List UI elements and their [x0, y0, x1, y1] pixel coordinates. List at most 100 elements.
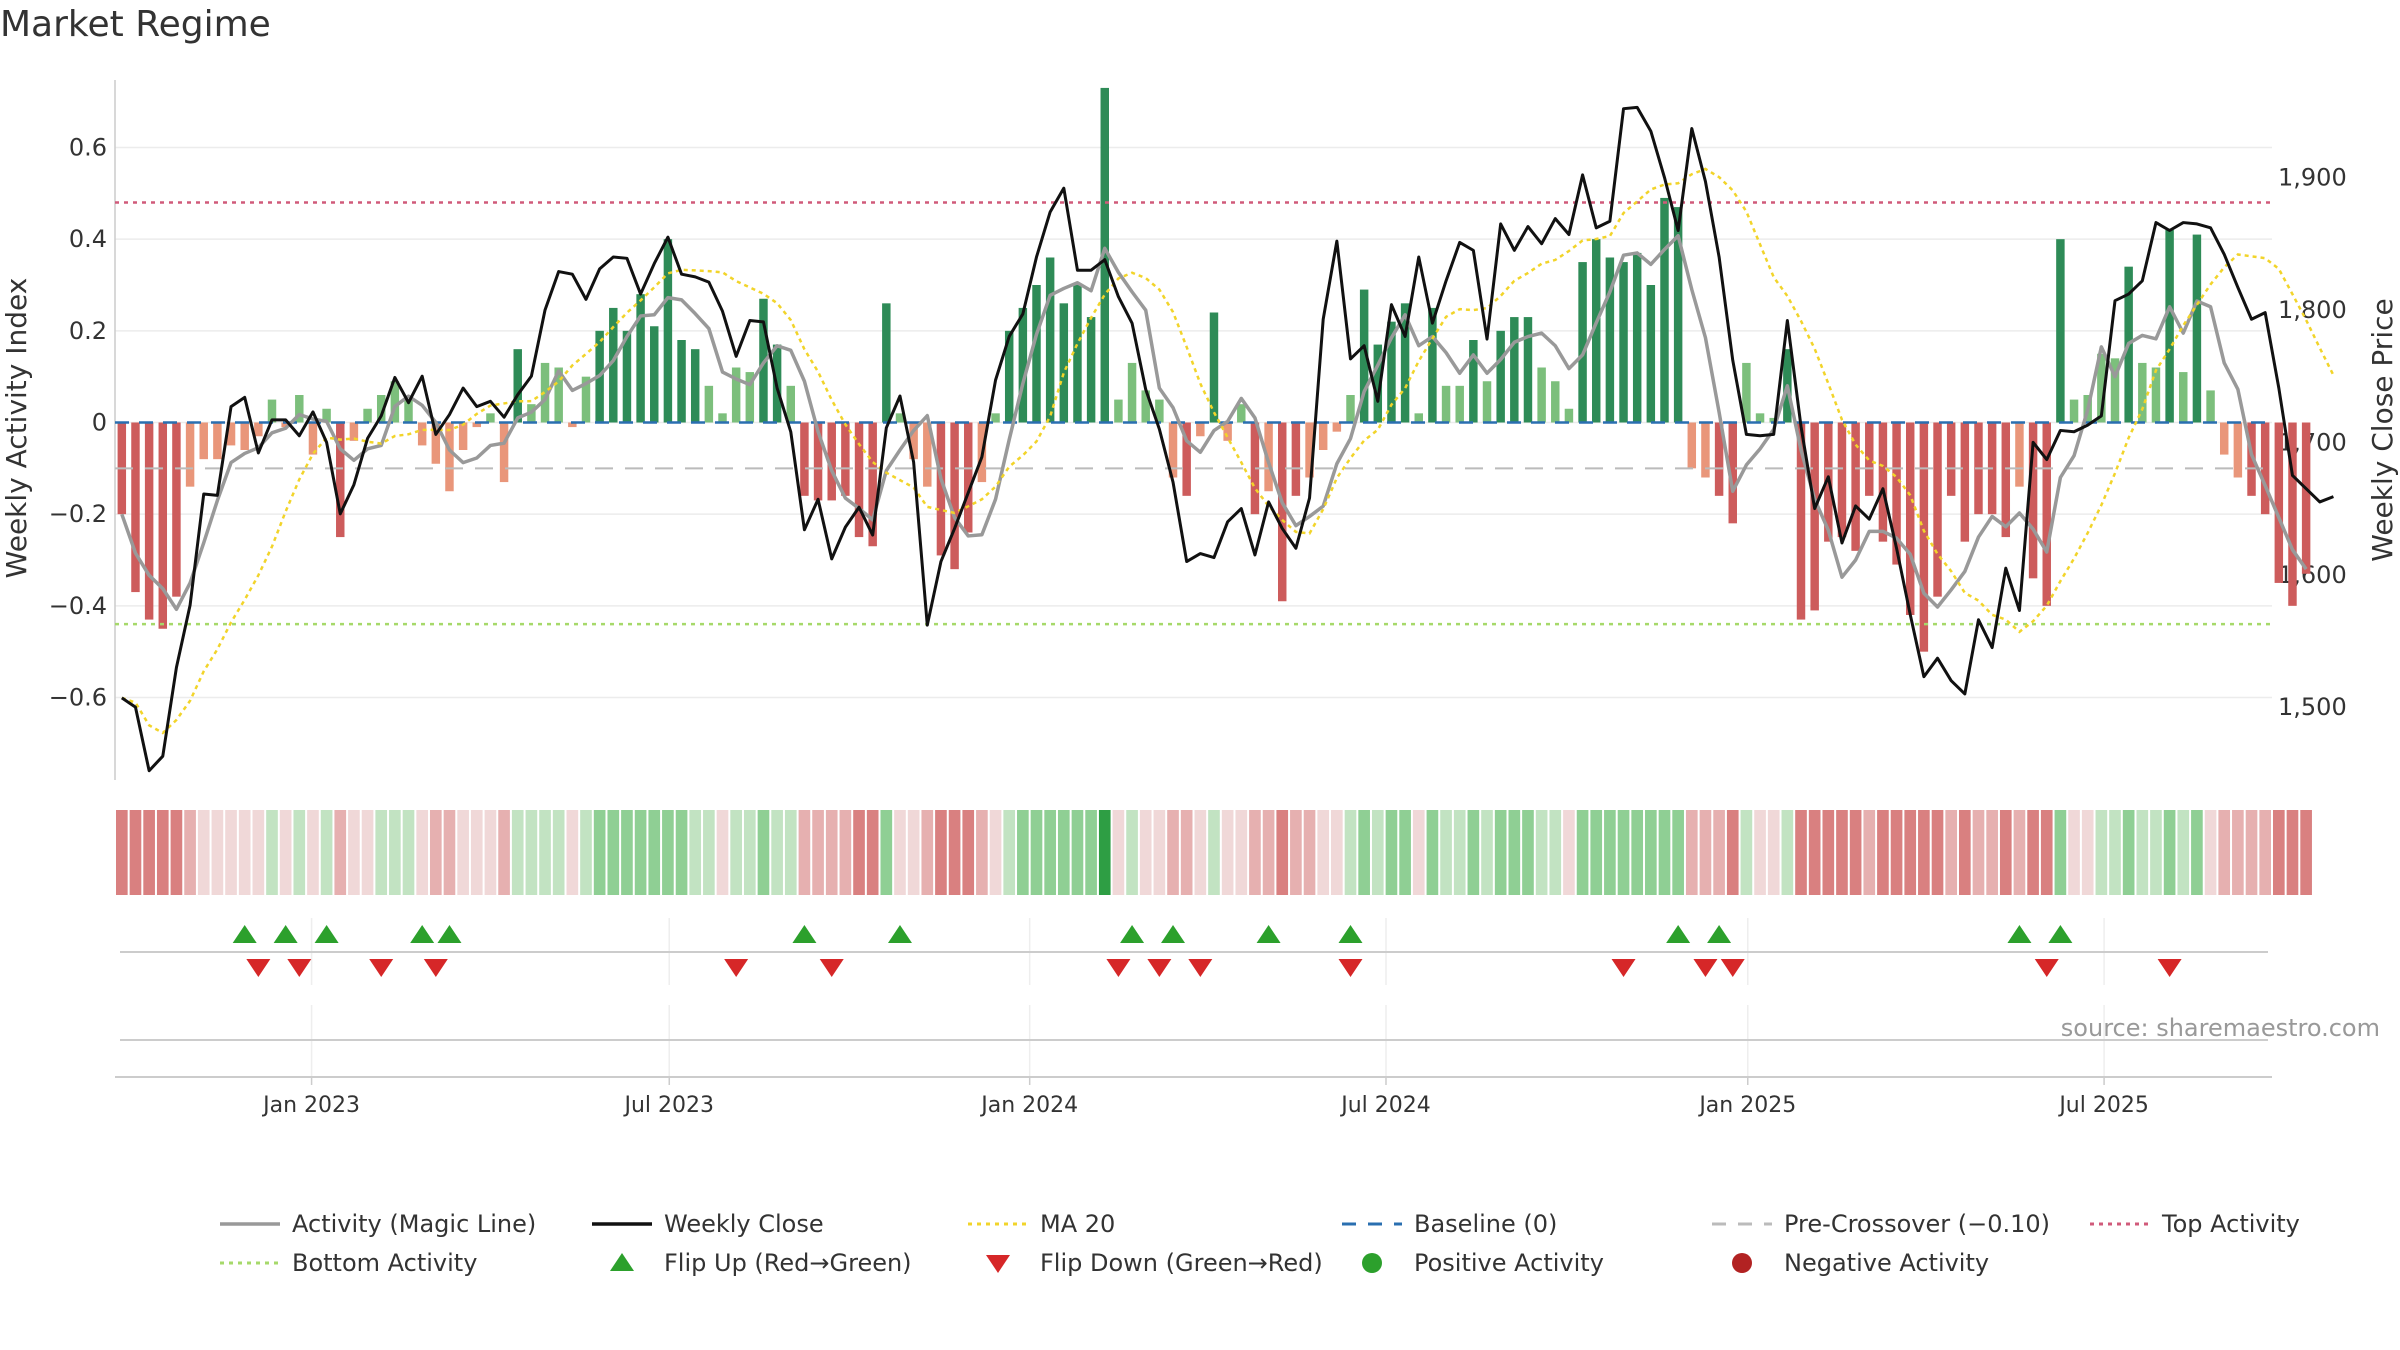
regime-strip-cell [2232, 810, 2244, 895]
regime-strip-cell [621, 810, 633, 895]
regime-strip-cell [1904, 810, 1917, 895]
regime-strip-cell [1331, 810, 1343, 895]
activity-bar [622, 330, 632, 423]
flip-down-marker [2034, 959, 2059, 977]
activity-bar [1441, 385, 1451, 423]
regime-strip-cell [907, 810, 920, 895]
activity-bar [540, 362, 550, 423]
y-tick-label-right: 1,800 [2278, 296, 2347, 324]
regime-strip-cell [552, 810, 565, 895]
activity-bar [841, 422, 850, 496]
legend-label: Flip Down (Green→Red) [1040, 1249, 1323, 1277]
regime-strip-cell [484, 810, 497, 895]
activity-bar [131, 422, 140, 593]
regime-strip-cell [757, 810, 770, 895]
regime-strip-cell [1808, 810, 1821, 895]
regime-strip-cell [416, 810, 428, 895]
activity-bar [1182, 422, 1191, 496]
regime-strip-cell [1371, 810, 1384, 895]
activity-bar [895, 413, 905, 423]
activity-bar [554, 367, 563, 423]
y-tick-label-left: −0.6 [49, 684, 107, 712]
regime-strip-cell [1877, 810, 1889, 895]
regime-strip-cell [853, 810, 865, 895]
flip-down-marker [1147, 959, 1172, 977]
x-tick-label: Jan 2025 [1697, 1093, 1796, 1118]
y-axis-label-right: Weekly Close Price [2366, 298, 2399, 561]
legend-item: Bottom Activity [220, 1249, 477, 1277]
flip-up-marker [410, 925, 435, 943]
regime-strip-cell [1030, 810, 1043, 895]
regime-strip-cell [662, 810, 674, 895]
regime-strip-cell [2013, 810, 2026, 895]
regime-strip-cell [825, 810, 838, 895]
regime-strip-cell [170, 810, 183, 895]
flip-up-marker [2007, 925, 2032, 943]
regime-strip-cell [1494, 810, 1507, 895]
regime-strip-cell [1262, 810, 1275, 895]
regime-strip-cell [402, 810, 415, 895]
activity-bar [1305, 422, 1314, 478]
regime-strip-cell [334, 810, 347, 895]
activity-bar [226, 422, 236, 446]
regime-strip-cell [1740, 810, 1753, 895]
regime-strip-cell [1139, 810, 1152, 895]
activity-bar [1387, 321, 1396, 423]
activity-bar [677, 340, 686, 423]
activity-bar [923, 422, 932, 487]
regime-strip-cell [935, 810, 947, 895]
regime-strip-cell [866, 810, 879, 895]
activity-bar [936, 422, 946, 556]
regime-strip-cell [716, 810, 729, 895]
activity-bar [827, 422, 836, 501]
legend-label: Pre-Crossover (−0.10) [1784, 1210, 2050, 1238]
activity-bar [1469, 340, 1478, 423]
flip-up-marker [1120, 925, 1145, 943]
activity-bar [240, 422, 249, 450]
flip-down-marker [1611, 959, 1636, 977]
legend-item: Negative Activity [1732, 1249, 1989, 1277]
flip-up-marker [792, 925, 817, 943]
flip-down-marker [287, 959, 312, 977]
activity-bar [2247, 422, 2256, 496]
regime-strip-cell [675, 810, 688, 895]
regime-strip-cell [2259, 810, 2271, 895]
regime-strip-cell [839, 810, 852, 895]
activity-bar [1728, 422, 1737, 524]
regime-strip-cell [1535, 810, 1548, 895]
activity-bar [800, 422, 809, 496]
activity-bar [1810, 422, 1819, 611]
regime-strip-cell [1972, 810, 1985, 895]
regime-strip-cell [1276, 810, 1289, 895]
activity-bar [1796, 422, 1806, 620]
legend-item: Top Activity [2090, 1210, 2300, 1238]
activity-bar [431, 422, 441, 464]
regime-strip-cell [1098, 810, 1111, 895]
y-tick-label-right: 1,900 [2278, 164, 2347, 192]
activity-bar [1359, 289, 1369, 423]
regime-strip-cell [2245, 810, 2258, 895]
activity-bar [1510, 317, 1519, 423]
regime-strip-cell [1699, 810, 1712, 895]
activity-bar [718, 413, 727, 423]
regime-strip-cell [2136, 810, 2149, 895]
activity-bar [1742, 362, 1751, 423]
regime-strip-cell [1754, 810, 1766, 895]
regime-strip-cell [2081, 810, 2094, 895]
activity-bar [417, 422, 427, 446]
regime-strip-cell [1440, 810, 1452, 895]
activity-bar [404, 399, 413, 423]
regime-strip-cell [1781, 810, 1794, 895]
x-tick-label: Jan 2023 [261, 1093, 360, 1118]
regime-strip-cell [2040, 810, 2053, 895]
regime-strip-cell [1672, 810, 1684, 895]
y-axis-label-left: Weekly Activity Index [0, 278, 33, 579]
flip-down-marker [2157, 959, 2182, 977]
regime-strip-cell [116, 810, 128, 895]
regime-strip-cell [1726, 810, 1739, 895]
regime-strip-cell [375, 810, 388, 895]
activity-bar [1523, 317, 1533, 423]
triangle-up-icon [610, 1253, 634, 1271]
legend-item: Flip Down (Green→Red) [986, 1249, 1323, 1277]
activity-bar [1032, 285, 1041, 423]
